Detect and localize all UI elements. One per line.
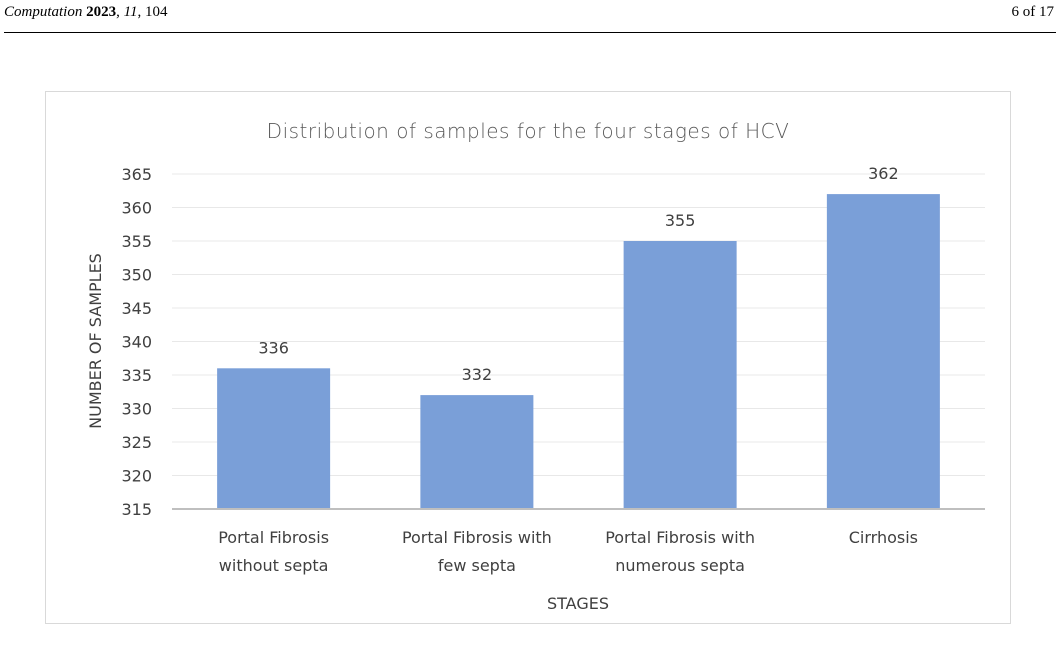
bar bbox=[420, 395, 534, 509]
page-header: Computation 2023, 11, 104 6 of 17 bbox=[4, 0, 1056, 33]
y-tick-label: 340 bbox=[121, 333, 152, 352]
data-label: 355 bbox=[665, 211, 696, 230]
y-tick-label: 335 bbox=[121, 366, 152, 385]
y-tick-label: 360 bbox=[121, 199, 152, 218]
data-label: 336 bbox=[258, 338, 289, 357]
y-tick-label: 355 bbox=[121, 232, 152, 251]
y-tick-label: 345 bbox=[121, 299, 152, 318]
journal-name: Computation bbox=[4, 4, 83, 20]
journal-volume: 11 bbox=[123, 4, 138, 20]
bar bbox=[826, 194, 940, 509]
journal-year: 2023 bbox=[86, 4, 117, 20]
y-tick-label: 325 bbox=[121, 433, 152, 452]
y-tick-label: 330 bbox=[121, 400, 152, 419]
category-label: Portal Fibrosis with bbox=[402, 528, 552, 547]
labels: 315 320 325 330 335 340 345 350 355 360 365 336 Port… bbox=[121, 164, 918, 575]
category-label: Portal Fibrosis bbox=[218, 528, 329, 547]
y-tick-label: 315 bbox=[121, 500, 152, 519]
y-tick-label: 365 bbox=[121, 165, 152, 184]
bars bbox=[217, 194, 940, 509]
category-label: few septa bbox=[438, 556, 516, 575]
x-axis-title: STAGES bbox=[547, 594, 609, 613]
y-tick-label: 320 bbox=[121, 467, 152, 486]
chart-title: Distribution of samples for the four sta… bbox=[267, 119, 790, 143]
category-label: Portal Fibrosis with bbox=[605, 528, 755, 547]
data-label: 332 bbox=[462, 365, 493, 384]
category-label: numerous septa bbox=[615, 556, 745, 575]
bar bbox=[623, 241, 737, 509]
y-axis-title: NUMBER OF SAMPLES bbox=[86, 253, 105, 429]
data-label: 362 bbox=[868, 164, 899, 183]
article-number: 104 bbox=[144, 4, 168, 20]
category-label: without septa bbox=[219, 556, 329, 575]
bar bbox=[217, 368, 331, 509]
journal-citation: Computation 2023, 11, 104 bbox=[4, 4, 168, 20]
y-tick-label: 350 bbox=[121, 266, 152, 285]
page-number: 6 of 17 bbox=[1011, 4, 1055, 20]
category-label: Cirrhosis bbox=[849, 528, 918, 547]
